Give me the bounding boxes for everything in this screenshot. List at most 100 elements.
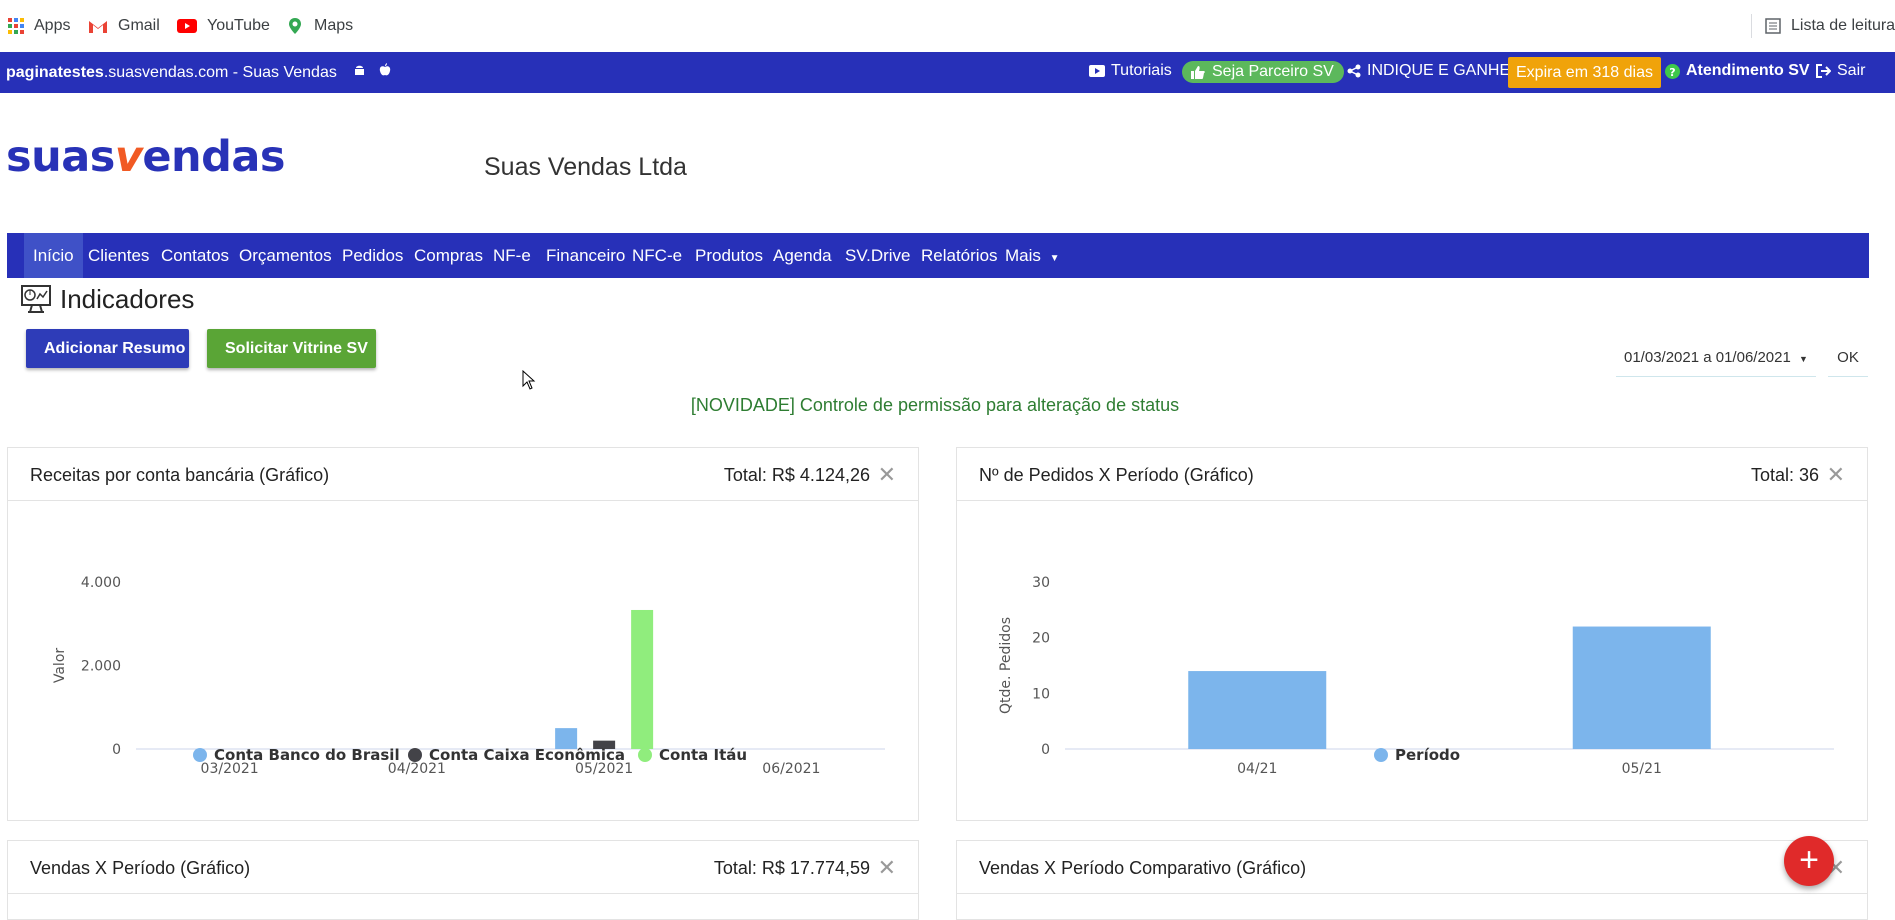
site-title: paginatestes.suasvendas.com - Suas Venda…: [6, 63, 391, 82]
panel-title: Vendas X Período (Gráfico): [30, 858, 251, 878]
thumbs-up-icon: [1191, 66, 1205, 79]
y-tick-label: 4.000: [81, 575, 121, 591]
panel-vendas-periodo: Vendas X Período (Gráfico) Total: R$ 17.…: [7, 840, 919, 920]
y-axis-label: Valor: [52, 648, 68, 684]
sign-out-icon: [1816, 64, 1831, 78]
adicionar-resumo-label: Adicionar Resumo: [44, 339, 186, 357]
bookmark-maps[interactable]: Maps: [286, 17, 353, 35]
bar: [631, 609, 654, 749]
seja-parceiro-button[interactable]: Seja Parceiro SV: [1182, 61, 1344, 83]
tutoriais-label: Tutoriais: [1111, 62, 1172, 79]
bookmark-maps-label: Maps: [314, 17, 354, 34]
bookmark-apps[interactable]: Apps: [8, 17, 70, 35]
sair-link[interactable]: Sair: [1815, 62, 1865, 80]
bookmark-youtube-label: YouTube: [207, 17, 270, 34]
panel-title: Receitas por conta bancária (Gráfico): [30, 465, 330, 485]
x-tick-label: 03/2021: [201, 761, 259, 777]
bookmark-gmail-label: Gmail: [118, 17, 160, 34]
nav-svdrive[interactable]: SV.Drive: [845, 246, 911, 265]
bar: [555, 728, 578, 749]
atendimento-link[interactable]: ? Atendimento SV: [1665, 62, 1810, 80]
nav-mais-label: Mais: [1005, 246, 1041, 265]
reading-list-label: Lista de leitura: [1791, 17, 1895, 34]
nav-agenda[interactable]: Agenda: [773, 246, 832, 265]
y-tick-label: 2.000: [81, 659, 121, 675]
pedidos-chart: Qtde. Pedidos 0 10 20 30 04/21 05/21 Período: [998, 575, 1834, 777]
close-icon[interactable]: ✕: [1826, 462, 1845, 487]
logo-part-v: v: [114, 132, 143, 182]
x-tick-label: 04/2021: [388, 761, 446, 777]
date-range-value: 01/03/2021 a 01/06/2021: [1624, 349, 1791, 366]
nav-contatos[interactable]: Contatos: [161, 246, 230, 265]
nav-produtos[interactable]: Produtos: [695, 246, 764, 265]
legend-label: Período: [1395, 746, 1460, 764]
nav-compras[interactable]: Compras: [414, 246, 483, 265]
y-tick-label: 0: [1041, 742, 1050, 758]
expira-badge[interactable]: Expira em 318 dias: [1508, 57, 1661, 88]
panel-pedidos: Nº de Pedidos X Período (Gráfico) Total:…: [956, 447, 1868, 821]
legend-marker: [193, 748, 207, 762]
nav-relatorios[interactable]: Relatórios: [921, 246, 998, 265]
date-range-select[interactable]: 01/03/2021 a 01/06/2021 ▼: [1616, 343, 1816, 377]
x-tick-label: 04/21: [1237, 761, 1277, 777]
nav-pedidos[interactable]: Pedidos: [342, 246, 404, 265]
add-fab-button[interactable]: +: [1784, 836, 1834, 886]
reading-list[interactable]: Lista de leitura: [1765, 17, 1895, 35]
nav-nfe[interactable]: NF-e: [493, 246, 531, 265]
panel-title: Vendas X Período Comparativo (Gráfico): [979, 858, 1307, 878]
nav-nfce[interactable]: NFC-e: [632, 246, 683, 265]
tutoriais-link[interactable]: Tutoriais: [1089, 62, 1172, 80]
x-tick-label: 05/2021: [575, 761, 633, 777]
panel-total: Total: 36: [1750, 465, 1819, 485]
bar: [1188, 671, 1327, 749]
legend-marker: [1374, 748, 1388, 762]
suasvendas-logo[interactable]: suasvendas: [6, 132, 286, 182]
maps-icon: [289, 18, 301, 34]
nav-orcamentos[interactable]: Orçamentos: [239, 246, 332, 265]
legend-label: Conta Banco do Brasil: [214, 746, 400, 764]
receitas-chart: Valor 0 2.000 4.000 03/2021 04/2021 05/2021 06/…: [52, 575, 885, 777]
apple-icon[interactable]: [379, 63, 391, 81]
y-tick-label: 30: [1032, 575, 1050, 591]
bookmark-apps-label: Apps: [34, 17, 71, 34]
ok-button[interactable]: OK: [1828, 343, 1868, 377]
logo-part-a: suas: [6, 132, 115, 182]
help-circle-icon: ?: [1665, 63, 1680, 79]
gmail-icon: [89, 20, 107, 33]
nav-clientes[interactable]: Clientes: [88, 246, 150, 265]
close-icon[interactable]: ✕: [877, 462, 896, 487]
dashboard-icon: [20, 284, 52, 319]
y-tick-label: 0: [112, 742, 121, 758]
apps-grid-icon: [8, 18, 24, 34]
indique-ganhe-label: INDIQUE E GANHE: [1367, 62, 1511, 79]
svg-text:?: ?: [1669, 66, 1675, 79]
indique-ganhe-link[interactable]: INDIQUE E GANHE: [1347, 62, 1510, 80]
android-icon[interactable]: [353, 64, 370, 81]
site-domain: .suasvendas.com - Suas Vendas: [103, 64, 337, 81]
nav-financeiro[interactable]: Financeiro: [546, 246, 626, 265]
expira-label: Expira em 318 dias: [1516, 63, 1653, 81]
panel-header: Nº de Pedidos X Período (Gráfico) Total:…: [957, 448, 1867, 501]
adicionar-resumo-button[interactable]: Adicionar Resumo: [26, 329, 189, 368]
nav-mais[interactable]: Mais ▼: [996, 233, 1069, 278]
youtube-icon: [177, 19, 197, 33]
site-subdomain: paginatestes: [6, 64, 104, 81]
main-nav: Início Clientes Contatos Orçamentos Pedi…: [7, 233, 1869, 278]
nav-inicio[interactable]: Início: [24, 233, 83, 278]
legend-label: Conta Itáu: [659, 746, 747, 764]
close-icon[interactable]: ✕: [877, 855, 896, 880]
bookmarks-bar: Apps Gmail YouTube Maps Lista de leitura: [0, 0, 1895, 53]
bookmark-youtube[interactable]: YouTube: [177, 17, 270, 35]
mouse-cursor-icon: [522, 370, 536, 390]
y-tick-label: 20: [1032, 631, 1050, 647]
company-name: Suas Vendas Ltda: [484, 153, 687, 181]
caret-down-icon: ▼: [1049, 253, 1060, 264]
app-topbar: paginatestes.suasvendas.com - Suas Venda…: [0, 52, 1895, 93]
logo-part-b: endas: [142, 132, 286, 182]
panel-total: Total: R$ 17.774,59: [713, 858, 870, 878]
seja-parceiro-label: Seja Parceiro SV: [1212, 63, 1334, 80]
panel-header: Vendas X Período (Gráfico) Total: R$ 17.…: [8, 841, 918, 894]
novidade-notice[interactable]: [NOVIDADE] Controle de permissão para al…: [690, 395, 1180, 415]
bookmark-gmail[interactable]: Gmail: [88, 17, 160, 35]
solicitar-vitrine-button[interactable]: Solicitar Vitrine SV: [207, 329, 376, 368]
